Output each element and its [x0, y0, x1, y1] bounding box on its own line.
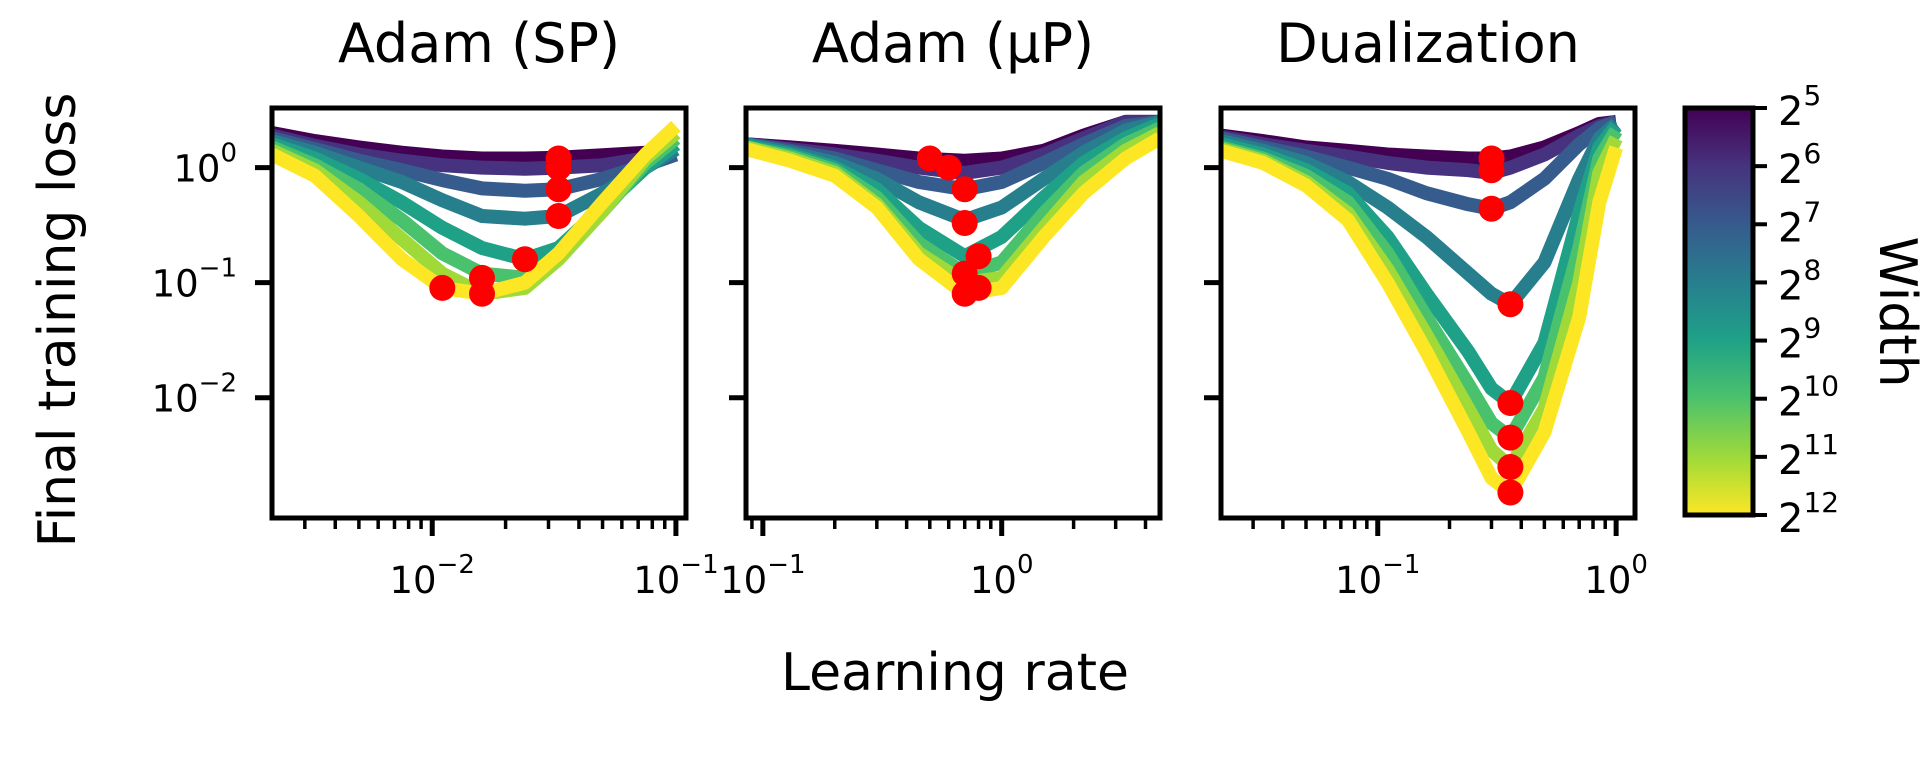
y-axis-label: Final training loss — [28, 93, 88, 548]
x-tick-label: 100 — [970, 550, 1034, 602]
colorbar-gradient — [1685, 108, 1753, 515]
optimum-marker — [1497, 454, 1524, 480]
colorbar-frame — [1682, 105, 1756, 518]
optimum-marker — [1478, 157, 1505, 184]
y-tick-label: 100 — [173, 139, 237, 191]
optimum-marker — [511, 246, 538, 273]
optimum-marker — [429, 274, 456, 301]
optimum-marker — [1497, 424, 1524, 451]
x-axis-label: Learning rate — [781, 643, 1129, 703]
plot-frame — [1218, 105, 1638, 521]
colorbar-tick-label: 212 — [1778, 486, 1839, 542]
optimum-marker — [1497, 479, 1524, 506]
colorbar-tick-label: 25 — [1778, 79, 1821, 135]
optimum-marker — [951, 176, 978, 203]
optimum-marker — [1497, 291, 1524, 318]
panel-title: Adam (µP) — [812, 12, 1094, 75]
optimum-marker — [935, 154, 962, 181]
optimum-marker — [545, 203, 572, 229]
plot-frame — [743, 105, 1163, 521]
colorbar-tick-label: 28 — [1778, 253, 1821, 309]
colorbar-tick-label: 29 — [1778, 312, 1821, 368]
panel-title: Adam (SP) — [338, 12, 620, 75]
optimum-marker — [545, 176, 572, 203]
colorbar-tick-label: 27 — [1778, 195, 1821, 251]
series-lines — [1221, 114, 1623, 500]
y-tick-label: 10−2 — [152, 369, 237, 421]
optimum-marker — [965, 243, 992, 270]
optimum-marker — [951, 280, 978, 307]
optimum-marker — [951, 210, 978, 236]
panel-title: Dualization — [1276, 12, 1580, 75]
panels: Adam (SP) 100 10−1 10−2 10−2 10−1 Adam (µP) 10−… — [152, 12, 1648, 602]
colorbar-tick-label: 210 — [1778, 370, 1839, 426]
x-tick-label: 10−1 — [720, 550, 805, 602]
series-line-width-4096 — [1221, 144, 1623, 500]
colorbar-label: Width — [1867, 236, 1927, 387]
x-tick-label: 10−1 — [633, 550, 718, 602]
plot-frame — [269, 105, 689, 521]
optimum-marker — [1497, 390, 1524, 416]
panel-3: Dualization 10−1 100 — [1204, 12, 1648, 602]
panel-2: Adam (µP) 10−1 100 — [720, 12, 1163, 602]
x-tick-label: 10−1 — [1335, 550, 1420, 602]
colorbar-tick-label: 26 — [1778, 137, 1821, 193]
x-tick-label: 10−2 — [390, 550, 475, 602]
optimum-marker — [1478, 195, 1505, 222]
x-tick-label: 100 — [1584, 550, 1648, 602]
optimum-marker — [545, 154, 572, 181]
colorbar-tick-label: 211 — [1778, 428, 1839, 484]
optimum-marker — [469, 280, 495, 307]
panel-1: Adam (SP) 100 10−1 10−2 10−2 10−1 — [152, 12, 719, 602]
y-tick-label: 10−1 — [152, 254, 237, 306]
